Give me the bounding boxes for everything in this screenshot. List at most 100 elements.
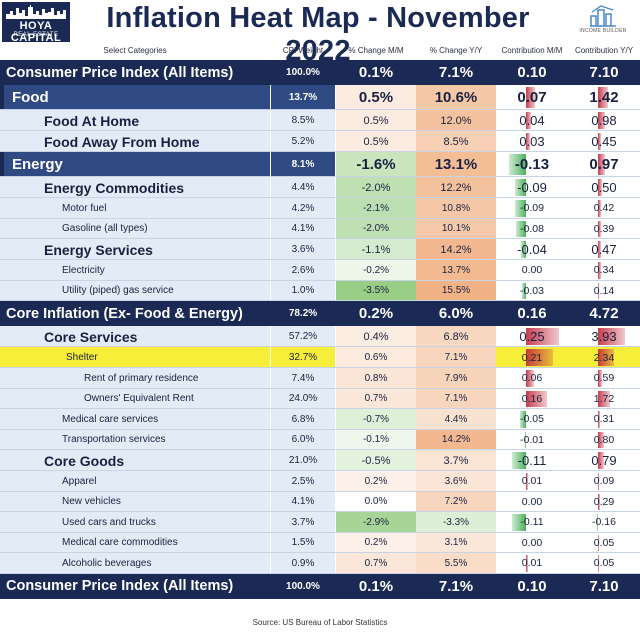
category-label: Owners' Equivalent Rent — [0, 388, 270, 409]
contribution-mm-cell: 0.01 — [496, 553, 568, 574]
table-row: Apparel 2.5% 0.2% 3.6% 0.01 0.09 — [0, 471, 640, 492]
contribution-bar — [515, 220, 527, 237]
contribution-bar — [598, 390, 611, 407]
weight-value: 100.0% — [286, 67, 320, 78]
change-yy-value: -3.3% — [442, 516, 470, 528]
contribution-bar — [526, 370, 534, 387]
contribution-bar — [598, 431, 604, 448]
contribution-bar — [526, 349, 554, 366]
change-yy-cell: 7.1% — [416, 347, 496, 368]
row-divider — [0, 531, 640, 533]
contribution-mm-cell: 0.01 — [496, 471, 568, 492]
contribution-bar — [598, 154, 605, 175]
row-divider — [0, 387, 640, 389]
table-row: Owners' Equivalent Rent 24.0% 0.7% 7.1% 0.16… — [0, 388, 640, 409]
change-yy-value: 7.1% — [438, 64, 474, 81]
weight-cell: 7.4% — [271, 368, 335, 389]
change-yy-value: 3.7% — [443, 454, 469, 467]
category-text: Consumer Price Index (All Items) — [6, 578, 234, 594]
row-divider — [0, 428, 640, 430]
change-mm-value: 0.2% — [364, 537, 388, 549]
heat-map-table: Consumer Price Index (All Items) 100.0% 0.… — [0, 60, 640, 599]
category-label: Apparel — [0, 471, 270, 492]
contribution-yy-value: 0.34 — [593, 264, 615, 277]
contribution-mm-value: 0.01 — [521, 475, 543, 488]
category-label: Consumer Price Index (All Items) — [0, 60, 270, 85]
change-yy-value: 7.1% — [438, 577, 474, 595]
category-text: Alcoholic beverages — [62, 557, 152, 569]
contribution-yy-value: 0.05 — [593, 536, 615, 549]
badge-text: INCOME BUILDER — [579, 28, 627, 34]
weight-cell: 3.6% — [271, 239, 335, 260]
contribution-mm-value: -0.05 — [520, 413, 544, 426]
contribution-bar — [514, 200, 527, 217]
contribution-mm-value: 0.21 — [521, 351, 543, 364]
change-mm-value: -1.6% — [356, 156, 396, 173]
table-row: Energy 8.1% -1.6% 13.1% -0.13 0.97 — [0, 152, 640, 177]
table-row: Used cars and trucks 3.7% -2.9% -3.3% -0.11 -… — [0, 512, 640, 533]
category-label: Core Goods — [0, 450, 270, 471]
contribution-mm-value: 0.06 — [521, 372, 543, 385]
contribution-yy-value: 0.29 — [593, 495, 615, 508]
contribution-yy-value: 3.93 — [591, 329, 617, 344]
change-mm-value: -0.1% — [362, 434, 390, 446]
contribution-yy-value: 0.59 — [593, 372, 615, 385]
contribution-bar — [598, 411, 601, 428]
change-yy-value: 12.2% — [440, 181, 472, 194]
weight-cell: 4.1% — [271, 218, 335, 239]
contribution-bar — [526, 112, 532, 129]
category-text: Medical care commodities — [62, 537, 178, 549]
contribution-bar — [598, 220, 601, 237]
contribution-mm-cell: 0.00 — [496, 492, 568, 513]
contribution-yy-cell: 0.59 — [568, 368, 640, 389]
change-yy-cell: 7.9% — [416, 368, 496, 389]
weight-value: 21.0% — [288, 455, 318, 466]
change-yy-cell: 3.6% — [416, 471, 496, 492]
contribution-mm-value: 0.00 — [521, 495, 543, 508]
col-header-mm: % Change M/M — [348, 46, 404, 55]
contribution-bar — [597, 514, 599, 531]
weight-value: 13.7% — [288, 92, 318, 103]
contribution-yy-cell: 0.39 — [568, 219, 640, 240]
weight-cell: 1.5% — [271, 532, 335, 553]
contribution-yy-value: 0.45 — [591, 134, 617, 149]
summary-row: Core Inflation (Ex- Food & Energy) 78.2% 0… — [0, 301, 640, 326]
change-mm-cell: 0.4% — [336, 326, 416, 347]
weight-cell: 0.9% — [271, 553, 335, 574]
category-text: Consumer Price Index (All Items) — [6, 64, 234, 81]
contribution-mm-value: -0.09 — [520, 202, 544, 215]
contribution-mm-value: 0.16 — [521, 392, 543, 405]
change-yy-cell: 7.1% — [416, 574, 496, 599]
change-mm-cell: -2.1% — [336, 198, 416, 219]
contribution-mm-value: 0.25 — [519, 329, 545, 344]
change-yy-value: 5.5% — [444, 557, 468, 569]
change-mm-value: -2.0% — [362, 223, 390, 235]
contribution-mm-cell: 0.06 — [496, 368, 568, 389]
contribution-yy-value: 0.31 — [593, 413, 615, 426]
category-label: Core Inflation (Ex- Food & Energy) — [0, 301, 270, 326]
category-text: Energy Commodities — [44, 179, 185, 196]
weight-cell: 4.1% — [271, 491, 335, 512]
weight-value: 3.7% — [291, 516, 315, 528]
table-row: Utility (piped) gas service 1.0% -3.5% 15.5… — [0, 280, 640, 301]
change-yy-value: 6.0% — [438, 305, 474, 322]
category-text: Electricity — [62, 264, 105, 276]
change-yy-cell: 5.5% — [416, 553, 496, 574]
contribution-mm-value: 0.10 — [517, 577, 547, 595]
row-divider — [0, 408, 640, 409]
contribution-mm-cell: 0.00 — [496, 260, 568, 281]
contribution-bar — [598, 282, 600, 299]
category-text: Energy Services — [44, 241, 153, 258]
change-yy-value: 4.4% — [444, 413, 468, 425]
row-divider — [0, 176, 640, 177]
contribution-yy-cell: 0.50 — [568, 177, 640, 198]
weight-value: 1.0% — [291, 285, 315, 297]
category-label: Consumer Price Index (All Items) — [0, 574, 270, 599]
contribution-bar — [598, 473, 599, 490]
weight-value: 4.1% — [291, 496, 315, 508]
weight-value: 100.0% — [286, 580, 320, 592]
row-divider — [0, 300, 640, 301]
contribution-yy-value: 7.10 — [589, 64, 619, 81]
contribution-mm-cell: -0.05 — [496, 409, 568, 430]
contribution-mm-cell: 0.07 — [496, 85, 568, 110]
